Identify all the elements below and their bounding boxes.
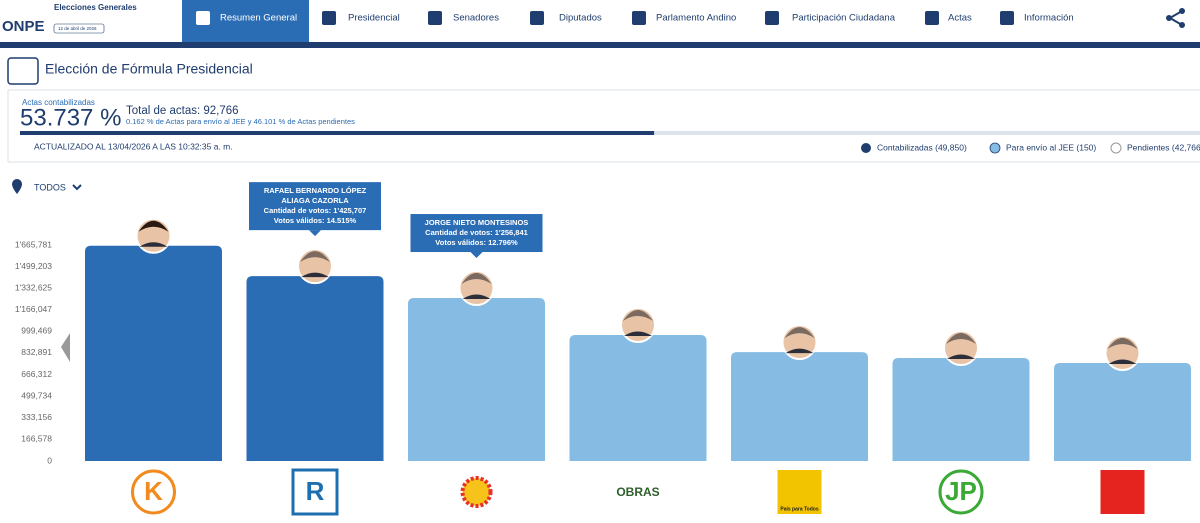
tooltip-valid: Votos válidos: 14.515% — [274, 216, 357, 225]
tooltip-arrow — [470, 252, 483, 259]
nav-icon — [428, 11, 442, 25]
legend-label: Para envío al JEE (150) — [1006, 142, 1096, 152]
bar — [1054, 362, 1191, 461]
nav-icon — [925, 11, 939, 25]
tooltip-name: RAFAEL BERNARDO LÓPEZ — [264, 186, 367, 195]
party-logo-text: País para Todos — [780, 506, 818, 512]
scroll-left[interactable] — [61, 333, 70, 362]
section-title: Elección de Fórmula Presidencial — [45, 61, 253, 77]
filter[interactable]: TODOS — [34, 182, 66, 192]
progress-fill — [20, 131, 655, 135]
updated: ACTUALIZADO AL 13/04/2026 A LAS 10:32:35… — [34, 141, 233, 151]
candidate-hair — [1107, 337, 1138, 349]
candidate-hair — [623, 309, 653, 321]
nav-icon — [196, 11, 210, 25]
candidate-suit — [624, 331, 652, 336]
date-box — [53, 23, 105, 34]
share-dot — [1166, 15, 1172, 21]
y-tick-label: 666,312 — [21, 369, 52, 379]
party-logo — [1100, 470, 1145, 514]
nav-icon — [1000, 11, 1014, 25]
y-tick-label: 333,156 — [21, 412, 52, 422]
party-logo-text: OBRAS — [616, 485, 659, 499]
party-logo — [460, 476, 493, 508]
summary-detail: 0.162 % de Actas para envío al JEE y 46.… — [126, 117, 355, 126]
y-tick-label: 0 — [47, 455, 52, 465]
bar — [731, 352, 868, 461]
summary-label: Actas contabilizadas — [22, 98, 95, 107]
nav-underline — [0, 42, 1200, 48]
legend-label: Pendientes (42,766) — [1127, 142, 1200, 152]
tooltip-arrow — [309, 230, 321, 237]
tooltip-votes: Cantidad de votos: 1'425,707 — [264, 206, 367, 215]
nav-icon — [322, 11, 336, 25]
bar — [408, 298, 545, 461]
summary-total: Total de actas: 92,766 — [126, 105, 239, 117]
tooltip-name: JORGE NIETO MONTESINOS — [425, 218, 529, 227]
filter-caret[interactable] — [72, 184, 82, 191]
logo: ONPE — [2, 18, 45, 35]
bar — [892, 358, 1030, 461]
nav-item[interactable]: Resumen General — [220, 13, 297, 24]
bar — [85, 245, 222, 461]
tooltip-valid: Votos válidos: 12.796% — [435, 238, 518, 247]
nav-icon — [765, 11, 779, 25]
y-tick-label: 499,734 — [21, 390, 52, 400]
nav-icon — [530, 11, 544, 25]
nav-item[interactable]: Parlamento Andino — [656, 13, 736, 24]
emblem — [7, 57, 39, 85]
candidate-suit — [947, 354, 975, 360]
y-tick-label: 1'499,203 — [15, 261, 52, 271]
bar — [569, 334, 707, 461]
y-tick-label: 1'166,047 — [15, 304, 52, 314]
tooltip-name: ALIAGA CAZORLA — [281, 196, 349, 205]
legend-dot — [1110, 142, 1122, 154]
party-logo-text: R — [306, 476, 325, 506]
party-logo-text: JP — [945, 476, 977, 506]
legend-label: Contabilizadas (49,850) — [877, 142, 967, 152]
y-tick-label: 1'665,781 — [15, 239, 52, 249]
party-logo — [938, 469, 984, 515]
location-icon — [12, 179, 22, 194]
summary-card — [7, 89, 1200, 163]
party-logo — [131, 469, 176, 515]
nav-item[interactable]: Senadores — [453, 13, 499, 24]
candidate-suit — [462, 294, 491, 300]
tooltip-votes: Cantidad de votos: 1'256,841 — [425, 228, 528, 237]
candidate-suit — [301, 272, 329, 278]
candidate-hair — [946, 333, 976, 345]
candidate-hair — [784, 327, 815, 339]
legend-dot — [989, 142, 1001, 154]
nav-item[interactable]: Diputados — [559, 13, 602, 24]
candidate-suit — [785, 348, 814, 354]
y-tick-label: 1'332,625 — [15, 282, 52, 292]
event: Elecciones Generales — [54, 3, 137, 12]
candidate-hair — [300, 251, 330, 263]
nav-item[interactable]: Participación Ciudadana — [792, 13, 896, 24]
y-tick-label: 166,578 — [21, 434, 52, 444]
nav-item[interactable]: Actas — [948, 13, 972, 24]
party-logo — [291, 468, 339, 516]
candidate-hair — [138, 220, 169, 232]
share-dot — [1179, 22, 1185, 28]
summary-percent: 53.737 % — [20, 104, 121, 131]
date: 12 de abril de 2026 — [58, 26, 97, 31]
tooltip — [249, 182, 381, 231]
y-tick-label: 999,469 — [21, 326, 52, 336]
y-tick-label: 832,891 — [21, 347, 52, 357]
party-logo-text: K — [144, 476, 163, 506]
share-dot — [1179, 8, 1185, 14]
nav-item[interactable]: Presidencial — [348, 13, 400, 24]
legend-dot — [861, 143, 871, 153]
tooltip — [410, 214, 543, 253]
nav-icon — [632, 11, 646, 25]
candidate-hair — [461, 273, 492, 285]
candidate-suit — [139, 242, 168, 247]
candidate-suit — [1108, 359, 1137, 364]
party-logo — [777, 470, 822, 514]
nav-item[interactable]: Información — [1024, 13, 1074, 24]
bar — [246, 276, 384, 461]
